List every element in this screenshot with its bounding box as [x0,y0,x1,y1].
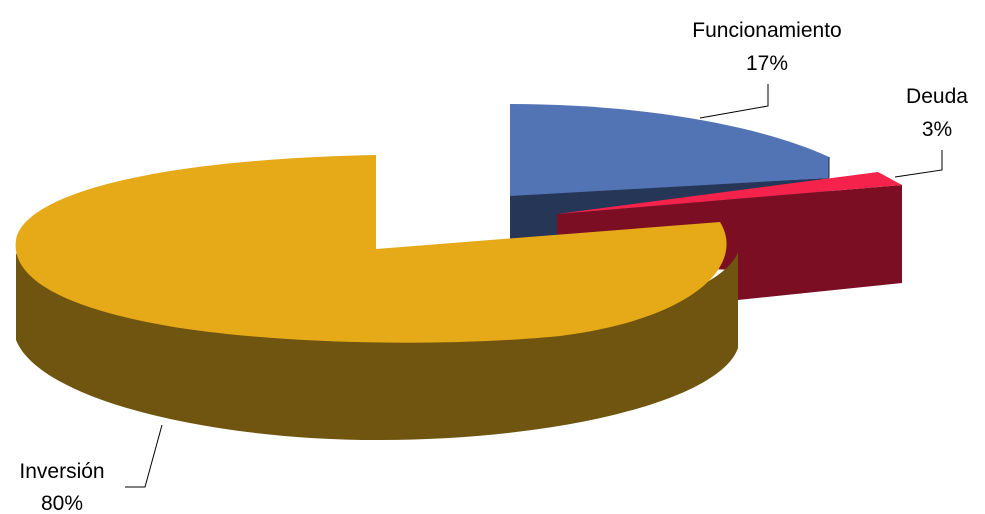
label-deuda-value: 3% [922,118,952,141]
leader-deuda [894,150,943,178]
slice-labels: Funcionamiento 17% Deuda 3% Inversión 80% [19,19,968,514]
slice-funcionamiento-top [510,104,829,196]
label-funcionamiento-name: Funcionamiento [692,19,841,42]
leader-inversion [125,424,163,488]
slice-inversion-top [15,155,727,343]
slice-inversion-side [16,252,738,440]
label-inversion-value: 80% [41,492,83,514]
label-deuda-name: Deuda [906,85,968,108]
label-funcionamiento-value: 17% [746,52,788,75]
slice-deuda-top [557,172,902,214]
leader-funcionamiento [699,84,769,119]
slice-inversion [15,155,738,440]
slice-deuda [557,172,902,300]
label-inversion-name: Inversión [19,460,104,483]
slice-deuda-side [557,185,902,300]
